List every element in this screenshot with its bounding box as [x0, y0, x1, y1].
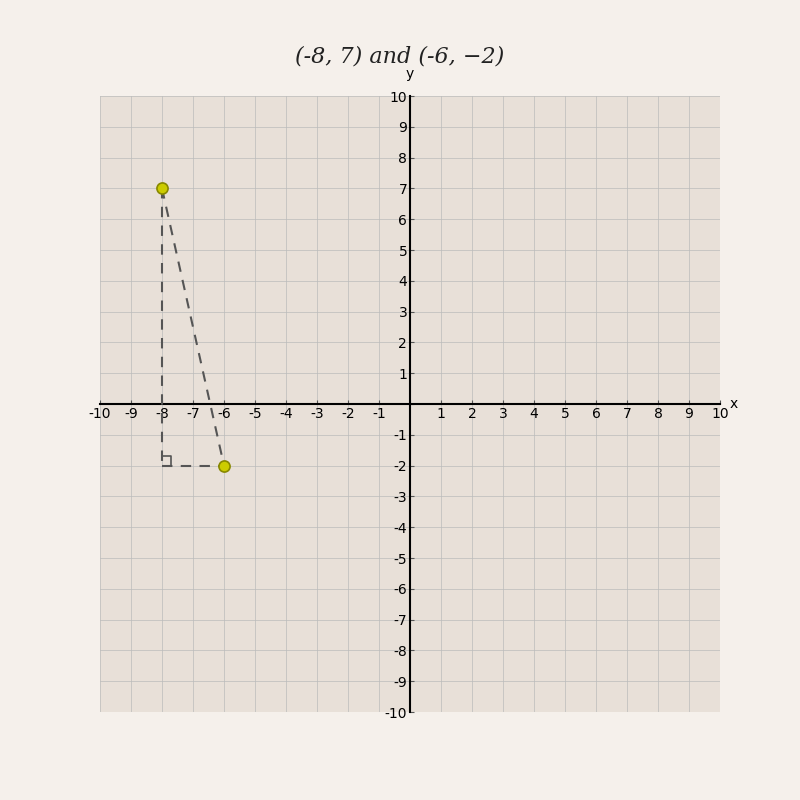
Text: y: y: [406, 66, 414, 81]
Text: x: x: [730, 397, 738, 411]
Text: (-8, 7) and (-6, −2): (-8, 7) and (-6, −2): [295, 45, 505, 67]
